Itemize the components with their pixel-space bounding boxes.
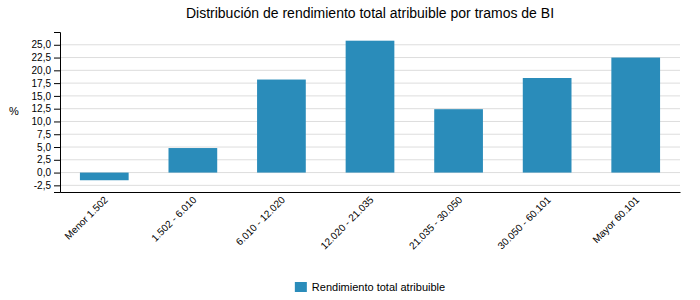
tick-mark <box>54 83 60 84</box>
y-tick: 20,0 <box>32 65 60 76</box>
tick-label: 2,5 <box>37 154 51 165</box>
tick-mark <box>54 96 60 97</box>
tick-label: 6.010 - 12.020 <box>234 194 288 248</box>
y-tick: 12,5 <box>32 103 60 114</box>
y-tick: 10,0 <box>32 116 60 127</box>
bar <box>434 109 483 172</box>
tick-mark <box>54 121 60 122</box>
tick-label: -2,5 <box>34 180 52 191</box>
x-axis: Menor 1.502 1.502 - 6.010 6.010 - 12.020 12… <box>61 193 681 252</box>
legend-label: Rendimiento total atribuible <box>312 281 445 293</box>
tick-mark <box>54 185 60 186</box>
tick-mark <box>54 160 60 161</box>
y-tick: 25,0 <box>32 39 60 50</box>
tick-label: 5,0 <box>37 142 51 153</box>
x-tick: 6.010 - 12.020 <box>234 194 288 248</box>
chart: -2,5 0,0 2,55,0 7,5 10,0 12,515,0 17,5 20,0 22,5… <box>0 0 700 300</box>
y-tick: 7,5 <box>37 129 60 140</box>
legend-item: Rendimiento total atribuible <box>295 281 445 293</box>
y-axis: -2,5 0,0 2,55,0 7,5 10,0 12,515,0 17,5 20,0 22,5… <box>32 33 61 193</box>
x-tick: 12.020 - 21.035 <box>318 194 376 252</box>
bar <box>257 80 306 173</box>
legend-swatch <box>295 282 307 292</box>
bar <box>346 41 395 173</box>
tick-label: 12.020 - 21.035 <box>318 194 376 252</box>
bar <box>169 148 218 173</box>
marks <box>80 41 660 181</box>
tick-mark <box>54 58 60 59</box>
tick-label: 1.502 - 6.010 <box>149 194 199 244</box>
y-tick: 22,5 <box>32 52 60 63</box>
axis-domain <box>61 192 681 193</box>
tick-label: 0,0 <box>37 167 51 178</box>
tick-mark <box>54 109 60 110</box>
x-tick: 1.502 - 6.010 <box>149 194 199 244</box>
y-label: % <box>9 105 19 117</box>
x-tick: Mayor 60.101 <box>590 194 641 245</box>
tick-label: Menor 1.502 <box>62 194 110 242</box>
tick-label: 17,5 <box>32 78 52 89</box>
tick-label: 21.035 - 30.050 <box>407 194 465 252</box>
tick-label: 7,5 <box>37 129 51 140</box>
x-tick: Menor 1.502 <box>62 194 110 242</box>
tick-label: 10,0 <box>32 116 52 127</box>
tick-label: 25,0 <box>32 39 52 50</box>
tick-label: 20,0 <box>32 65 52 76</box>
tick-label: 30.050 - 60.101 <box>495 194 553 252</box>
tick-mark <box>54 45 60 46</box>
x-tick: 30.050 - 60.101 <box>495 194 553 252</box>
y-tick: 15,0 <box>32 91 60 102</box>
bar <box>80 173 129 181</box>
y-tick: 17,5 <box>32 78 60 89</box>
tick-label: 15,0 <box>32 91 52 102</box>
tick-mark <box>54 134 60 135</box>
tick-label: 12,5 <box>32 103 52 114</box>
bar <box>611 58 660 173</box>
title: Distribución de rendimiento total atribu… <box>186 5 554 21</box>
tick-mark <box>54 173 60 174</box>
legend: Rendimiento total atribuible <box>295 281 445 293</box>
tick-label: Mayor 60.101 <box>590 194 641 245</box>
axis-domain <box>54 33 61 193</box>
x-tick: 21.035 - 30.050 <box>407 194 465 252</box>
y-tick: -2,5 <box>34 180 60 191</box>
y-tick: 2,5 <box>37 154 60 165</box>
bar <box>523 78 572 173</box>
tick-label: 22,5 <box>32 52 52 63</box>
y-tick: 5,0 <box>37 142 60 153</box>
y-tick: 0,0 <box>37 167 60 178</box>
plot: -2,5 0,0 2,55,0 7,5 10,0 12,515,0 17,5 20,0 22,5… <box>32 33 681 252</box>
grid-line <box>60 185 680 186</box>
tick-mark <box>54 147 60 148</box>
tick-mark <box>54 70 60 71</box>
